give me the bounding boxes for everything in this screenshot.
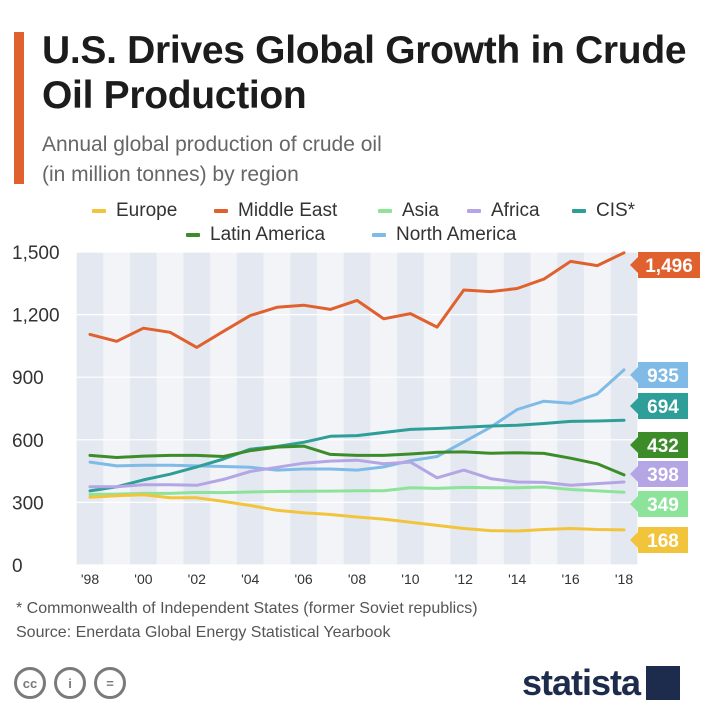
legend-label-north-america: North America: [396, 224, 517, 245]
end-value-label: 349: [647, 495, 679, 516]
x-tick-label: '98: [81, 571, 99, 587]
legend-item-north-america: North America: [372, 224, 516, 246]
chart-subtitle-line-1: Annual global production of crude oil: [42, 133, 382, 156]
legend-item-cis: CIS*: [572, 200, 635, 222]
statista-mark-icon: [646, 666, 681, 700]
column-band: [130, 252, 157, 565]
legend-swatch-middle-east: [214, 209, 228, 213]
end-value-label: 694: [647, 397, 679, 418]
end-label-pointer: [630, 437, 638, 453]
end-value-label: 398: [647, 465, 679, 486]
end-value-label: 432: [647, 436, 679, 457]
end-label-tag: [638, 491, 688, 517]
y-tick-label: 0: [12, 556, 23, 577]
legend-label-africa: Africa: [491, 200, 540, 221]
x-tick-label: '18: [615, 571, 633, 587]
end-label-pointer: [630, 398, 638, 414]
y-tick-label: 300: [12, 493, 44, 514]
column-band: [450, 252, 478, 565]
end-label-tag: [638, 362, 688, 388]
series-line: [88, 368, 626, 472]
end-value-label: 935: [647, 366, 679, 387]
end-label-pointer: [630, 367, 638, 383]
x-tick-label: '16: [561, 571, 579, 587]
statista-logo[interactable]: statista: [522, 662, 681, 704]
legend-item-asia: Asia: [378, 200, 439, 222]
column-band: [397, 252, 424, 565]
title-accent-bar: [14, 32, 24, 184]
legend-label-latin-america: Latin America: [210, 224, 326, 245]
legend-item-middle-east: Middle East: [214, 200, 337, 222]
series-line: [88, 444, 626, 477]
license-icons: cc i =: [14, 667, 126, 699]
column-band: [183, 252, 211, 565]
x-tick-label: '06: [294, 571, 312, 587]
legend-item-europe: Europe: [92, 200, 177, 222]
chart-subtitle-line-2: (in million tonnes) by region: [42, 163, 299, 186]
series-line: [88, 485, 626, 496]
column-band: [236, 252, 264, 565]
end-label-tag: [638, 461, 688, 487]
series-line: [88, 418, 626, 493]
legend-item-latin-america: Latin America: [186, 224, 325, 246]
legend-swatch-asia: [378, 209, 392, 213]
x-tick-label: '08: [348, 571, 366, 587]
end-label-pointer: [630, 257, 638, 273]
end-label-tag: [638, 527, 688, 553]
y-tick-label: 1,500: [12, 243, 60, 264]
end-label-tag: [638, 393, 688, 419]
x-tick-label: '02: [188, 571, 206, 587]
end-label-pointer: [630, 496, 638, 512]
x-tick-label: '04: [241, 571, 259, 587]
creative-commons-icon[interactable]: cc: [14, 667, 46, 699]
legend-swatch-europe: [92, 209, 106, 213]
column-band: [76, 252, 104, 565]
column-band: [557, 252, 584, 565]
line-chart: 0 300 600 900 1,200 1,500 '98 '00 '02 '04 '06 '08 '1…: [12, 243, 700, 587]
source-note: Source: Enerdata Global Energy Statistic…: [16, 624, 391, 641]
attribution-icon[interactable]: i: [54, 667, 86, 699]
no-derivatives-icon[interactable]: =: [94, 667, 126, 699]
legend-label-middle-east: Middle East: [238, 200, 338, 221]
y-tick-label: 600: [12, 431, 44, 452]
x-tick-label: '12: [455, 571, 473, 587]
y-tick-label: 900: [12, 368, 44, 389]
legend-swatch-latin-america: [186, 233, 200, 237]
end-label-pointer: [630, 466, 638, 482]
end-label-tag: [638, 252, 700, 278]
column-band: [290, 252, 317, 565]
series-line: [88, 493, 626, 533]
y-tick-label: 1,200: [12, 306, 60, 327]
brand-name: statista: [522, 662, 641, 703]
end-value-label: 1,496: [645, 256, 693, 277]
end-label-tag: [638, 432, 688, 458]
x-tick-label: '10: [401, 571, 419, 587]
end-label-pointer: [630, 532, 638, 548]
legend-swatch-north-america: [372, 233, 386, 237]
x-tick-label: '14: [508, 571, 526, 587]
legend-swatch-cis: [572, 209, 586, 213]
series-line: [88, 458, 626, 489]
x-tick-label: '00: [134, 571, 152, 587]
legend-item-africa: Africa: [467, 200, 540, 222]
legend-label-asia: Asia: [402, 200, 439, 221]
footnote: * Commonwealth of Independent States (fo…: [16, 600, 478, 617]
series-line: [88, 251, 626, 349]
chart-title: U.S. Drives Global Growth in Crude Oil P…: [42, 29, 687, 117]
legend-label-cis: CIS*: [596, 200, 636, 221]
legend-swatch-africa: [467, 209, 481, 213]
end-value-label: 168: [647, 531, 679, 552]
chart-legend: Europe Middle East Asia Africa CIS* Lati…: [0, 196, 724, 250]
legend-label-europe: Europe: [116, 200, 178, 221]
